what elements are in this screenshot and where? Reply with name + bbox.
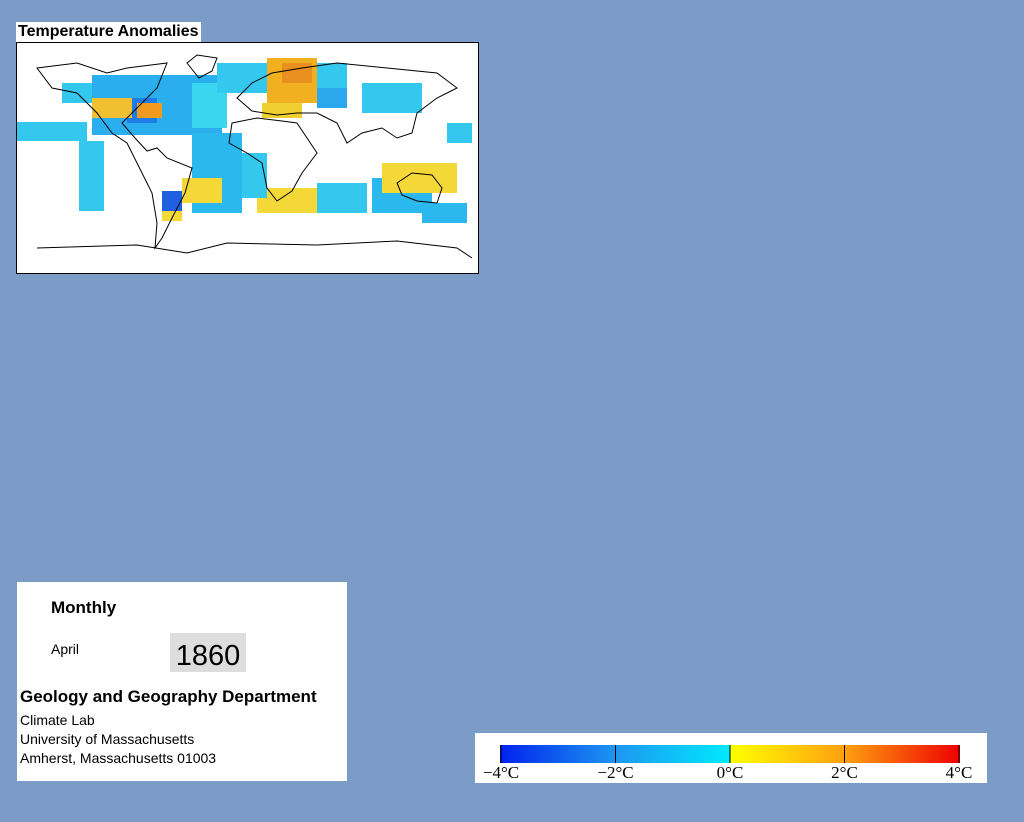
anomaly-map xyxy=(16,42,479,274)
coastlines xyxy=(36,54,473,259)
colorbar: −4°C −2°C 0°C 2°C 4°C xyxy=(475,733,987,783)
anomaly-cells xyxy=(17,58,472,223)
year: 1860 xyxy=(170,633,246,672)
period: Monthly xyxy=(51,598,117,617)
colorbar-tick-label: 2°C xyxy=(831,763,858,782)
colorbar-tick-label: −4°C xyxy=(483,763,519,782)
address-line: Climate Lab xyxy=(20,712,95,728)
colorbar-tick-label: 0°C xyxy=(717,763,744,782)
address-line: University of Massachusetts xyxy=(20,731,195,747)
info-panel: Monthly April 1860 Geology and Geography… xyxy=(17,582,347,781)
map-title: Temperature Anomalies xyxy=(16,22,201,42)
address-line: Amherst, Massachusetts 01003 xyxy=(20,750,217,766)
department: Geology and Geography Department xyxy=(20,687,317,706)
colorbar-tick-label: −2°C xyxy=(597,763,633,782)
month: April xyxy=(51,641,80,657)
colorbar-tick-label: 4°C xyxy=(946,763,973,782)
